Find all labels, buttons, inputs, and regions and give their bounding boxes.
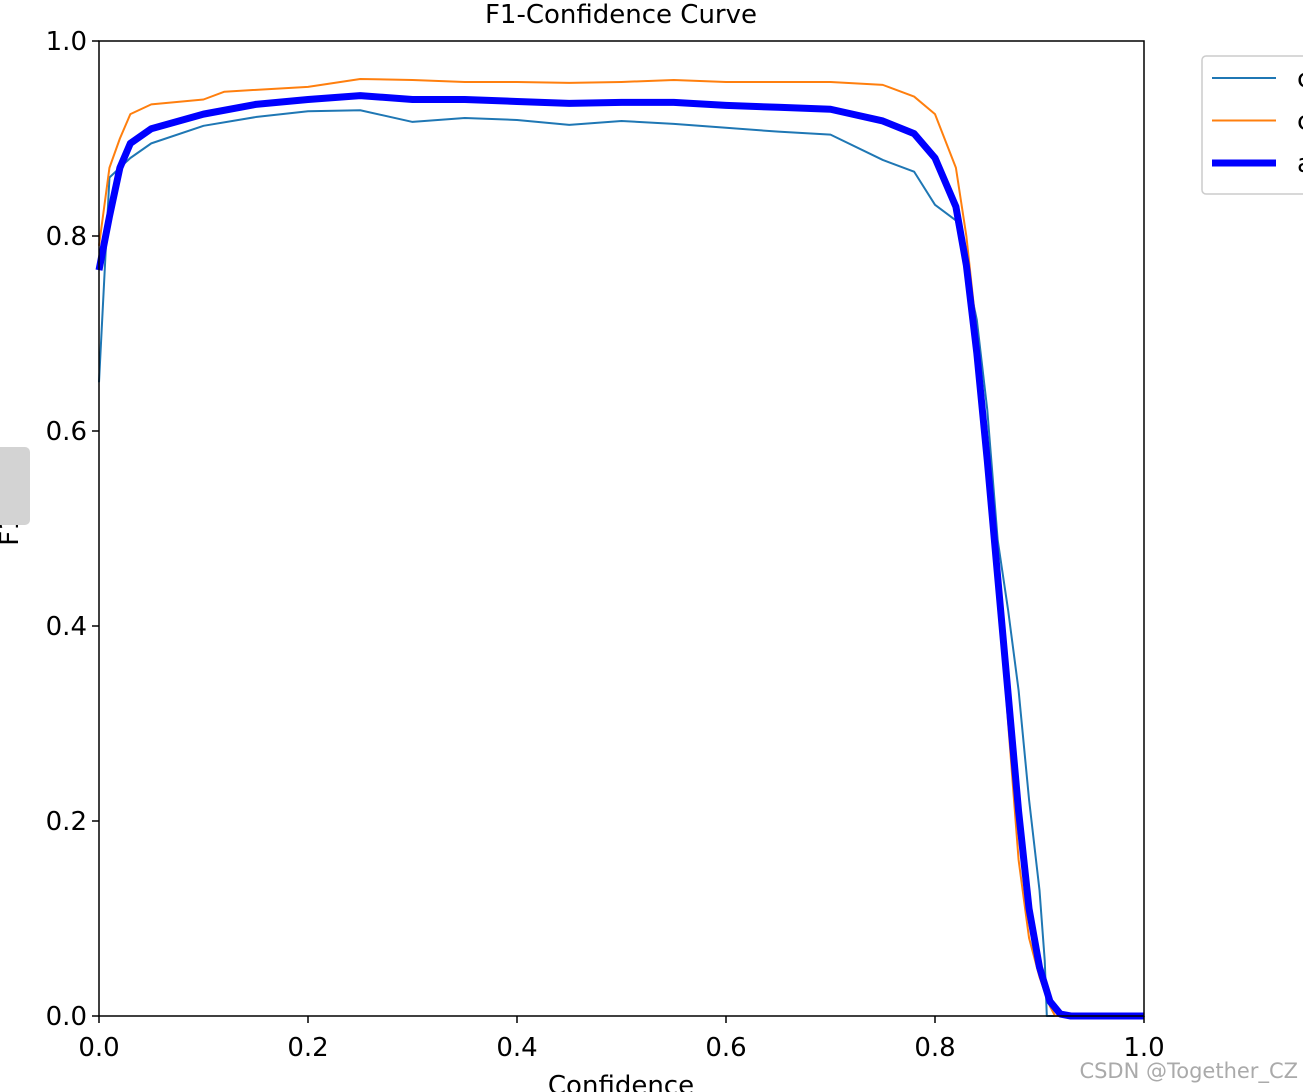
series-line	[98, 78, 1144, 1017]
legend-label: c	[1297, 107, 1303, 137]
x-tick-label: 0.4	[496, 1033, 537, 1063]
y-tick-label: 0.2	[46, 807, 87, 837]
x-axis-label: Confidence	[548, 1071, 694, 1092]
y-tick-label: 0.0	[46, 1002, 87, 1032]
plot-area	[95, 78, 1144, 1020]
overlay-box	[0, 447, 30, 525]
x-tick-label: 0.0	[78, 1033, 119, 1063]
x-tick-label: 0.2	[287, 1033, 328, 1063]
x-tick-label: 0.6	[705, 1033, 746, 1063]
y-tick-label: 1.0	[46, 27, 87, 57]
legend-label: c	[1297, 64, 1303, 94]
axes-frame	[98, 40, 1145, 1017]
chart-title: F1-Confidence Curve	[485, 0, 757, 30]
series-line	[95, 92, 1144, 1020]
legend-box	[1201, 55, 1303, 195]
x-tick-label: 0.8	[914, 1033, 955, 1063]
watermark: CSDN @Together_CZ	[1079, 1059, 1298, 1084]
y-tick-label: 0.8	[46, 222, 87, 252]
y-tick-label: 0.6	[46, 417, 87, 447]
x-tick-label: 1.0	[1123, 1033, 1164, 1063]
series-line	[98, 109, 1144, 1017]
y-tick-label: 0.4	[46, 612, 87, 642]
legend-label: a	[1297, 149, 1303, 179]
